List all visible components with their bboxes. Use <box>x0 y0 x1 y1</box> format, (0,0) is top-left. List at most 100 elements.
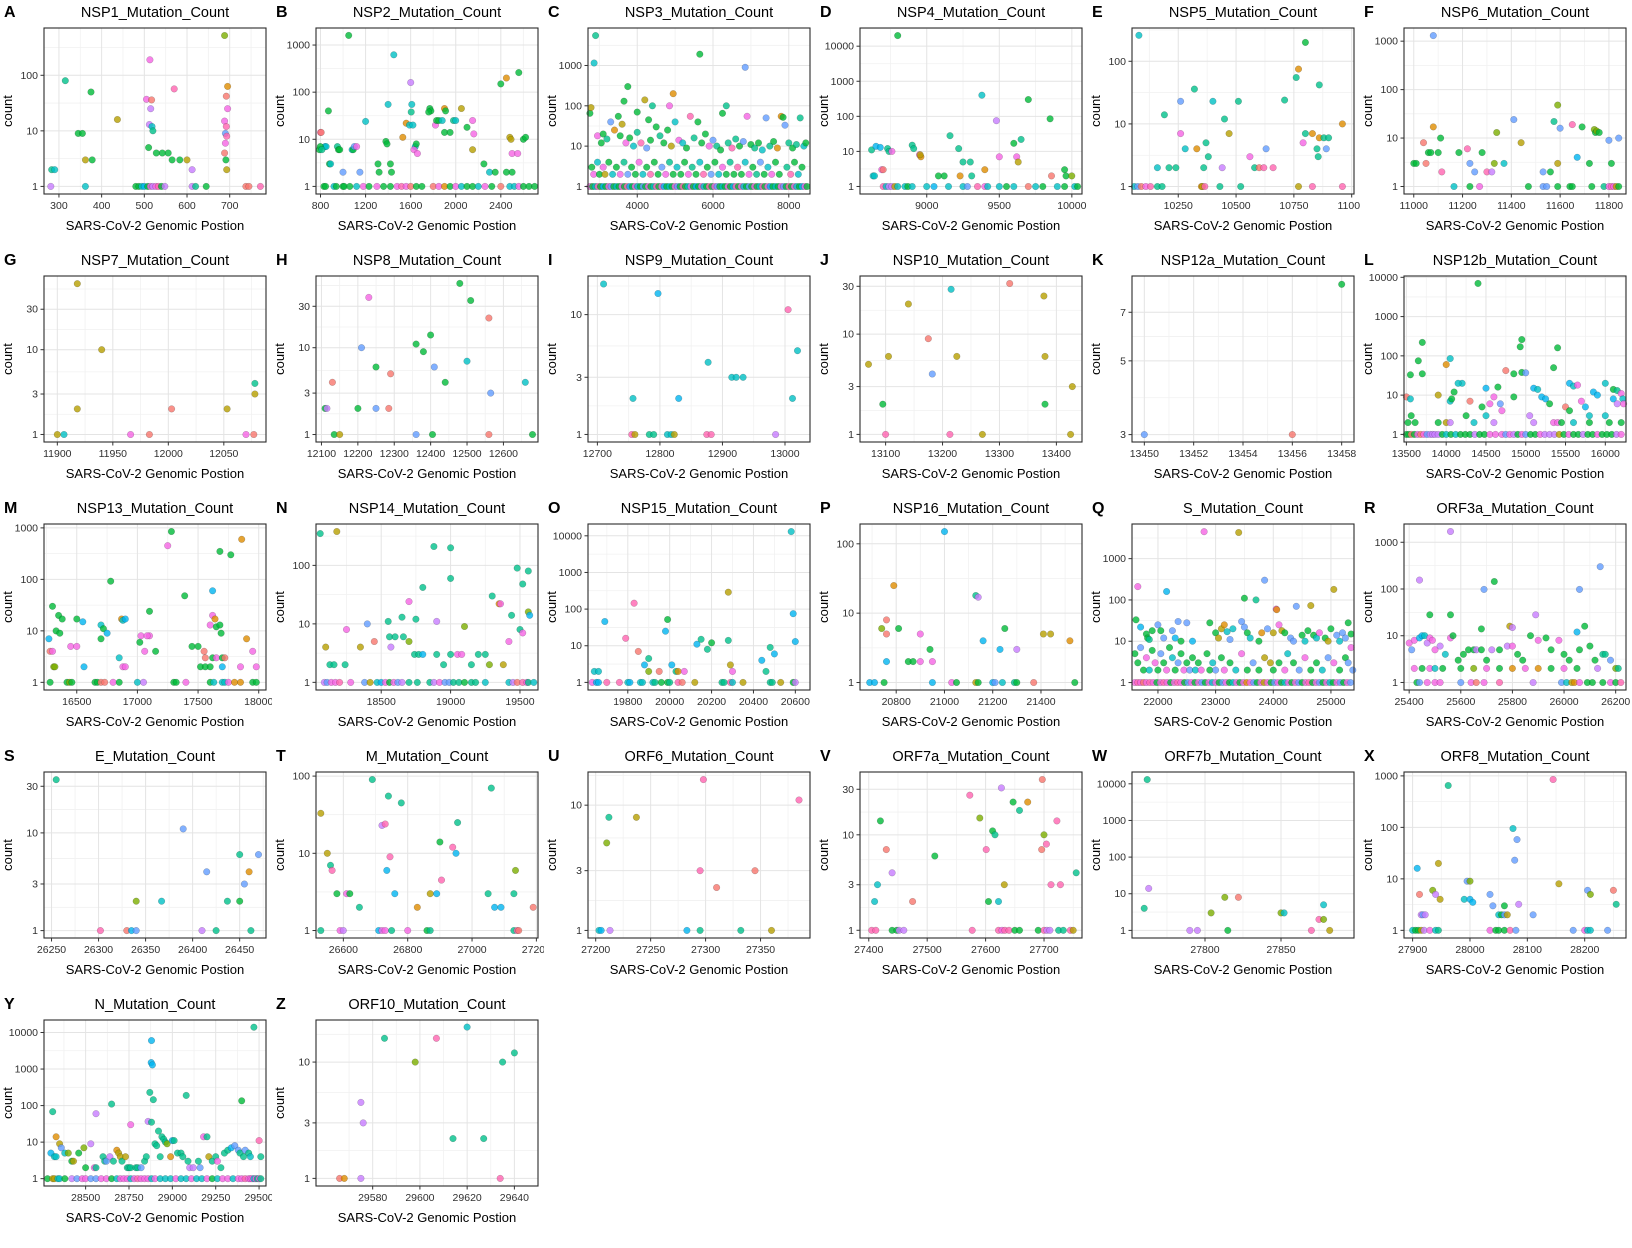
data-point <box>1261 576 1269 584</box>
y-tick-label: 3 <box>32 389 38 401</box>
data-point <box>680 667 688 675</box>
data-point <box>1594 664 1602 672</box>
data-point <box>413 678 421 686</box>
data-point <box>1446 527 1455 536</box>
data-point <box>1457 664 1465 672</box>
panel-border <box>1403 523 1627 691</box>
data-point <box>931 852 939 860</box>
x-tick-label: 13458 <box>1327 448 1356 460</box>
data-point <box>457 104 465 113</box>
data-point <box>1617 430 1625 438</box>
data-point <box>1432 890 1440 898</box>
data-point <box>222 156 230 164</box>
data-point <box>692 170 700 178</box>
y-axis-title: count <box>0 343 15 375</box>
data-point <box>198 927 206 935</box>
y-tick-label: 10 <box>298 848 310 860</box>
data-point <box>1431 664 1439 672</box>
data-point <box>732 135 740 143</box>
data-point <box>1434 419 1442 427</box>
data-point <box>953 352 961 360</box>
data-point <box>78 129 86 137</box>
data-point <box>1604 926 1612 934</box>
data-point <box>469 146 477 154</box>
data-point <box>654 289 662 298</box>
panel-title: NSP5_Mutation_Count <box>1169 5 1317 21</box>
data-point <box>1183 659 1191 667</box>
x-tick-label: 25400 <box>1395 696 1424 708</box>
data-point <box>872 926 880 934</box>
data-point <box>991 678 999 687</box>
data-point <box>359 1119 367 1127</box>
data-point <box>142 1153 150 1161</box>
data-point <box>739 678 747 686</box>
data-point <box>1539 168 1547 176</box>
data-point <box>1588 182 1596 191</box>
x-tick-label: 26800 <box>393 944 422 956</box>
data-point <box>724 636 732 644</box>
data-point <box>1508 642 1516 650</box>
x-tick-label: 13456 <box>1278 448 1307 460</box>
y-tick-label: 10 <box>570 309 582 321</box>
x-tick-label: 17500 <box>183 696 212 708</box>
data-point <box>1186 926 1194 934</box>
data-point <box>1246 634 1254 642</box>
data-point <box>467 296 475 305</box>
data-point <box>412 430 420 439</box>
x-tick-label: 27500 <box>913 944 942 956</box>
data-point <box>1606 656 1615 664</box>
data-point <box>793 347 802 355</box>
data-point <box>1131 650 1139 658</box>
data-point <box>1560 664 1568 672</box>
data-point <box>1299 139 1307 147</box>
data-point <box>333 890 341 898</box>
y-tick-label: 10 <box>26 344 38 356</box>
data-point <box>316 530 324 538</box>
x-tick-label: 29500 <box>244 1192 272 1204</box>
data-point <box>48 647 57 655</box>
data-point <box>391 890 399 898</box>
panel-letter: W <box>1092 748 1108 765</box>
data-point <box>995 153 1003 161</box>
data-point <box>1601 412 1609 420</box>
data-point <box>661 627 670 635</box>
panel-S: 26250 26300 26350 26400 26450 1 3 10 30 S E_Mutati… <box>0 744 272 992</box>
data-point <box>336 430 344 439</box>
data-point <box>405 678 413 686</box>
y-tick-label: 10 <box>1386 390 1398 402</box>
data-point <box>1495 678 1504 687</box>
data-point <box>1429 123 1437 131</box>
data-point <box>1568 182 1576 191</box>
data-point <box>654 170 662 178</box>
data-point <box>1490 577 1498 586</box>
data-point <box>147 1118 156 1126</box>
y-axis-title: count <box>1088 343 1103 375</box>
data-point <box>1410 664 1418 672</box>
panel-border <box>859 27 1083 195</box>
panel-letter: Q <box>1092 500 1104 517</box>
data-point <box>868 146 876 154</box>
x-tick-label: 12500 <box>452 448 481 460</box>
data-point <box>629 394 637 402</box>
y-tick-label: 3 <box>848 381 854 393</box>
y-axis-title: count <box>272 95 287 127</box>
data-point <box>107 577 115 585</box>
panel-letter: O <box>548 500 560 517</box>
panel-border <box>1403 27 1627 195</box>
data-point <box>1529 911 1537 919</box>
data-point <box>633 108 641 116</box>
data-point <box>1038 775 1046 784</box>
data-point <box>767 926 776 934</box>
data-point <box>322 643 330 651</box>
data-point <box>73 615 81 623</box>
data-point <box>1315 81 1323 89</box>
data-point <box>201 654 209 662</box>
data-point <box>637 139 645 147</box>
panel-N: 18500 19000 19500 1 10 100 N NSP14_Mutation_Cou… <box>272 496 544 744</box>
data-point <box>68 678 76 686</box>
panel-Q-plot: 22000 23000 24000 25000 1 10 100 1000 Q S_Mutatio… <box>1088 500 1357 729</box>
data-point <box>789 610 797 618</box>
data-point <box>1301 654 1309 662</box>
panel-letter: H <box>276 252 288 269</box>
data-point <box>994 897 1003 906</box>
